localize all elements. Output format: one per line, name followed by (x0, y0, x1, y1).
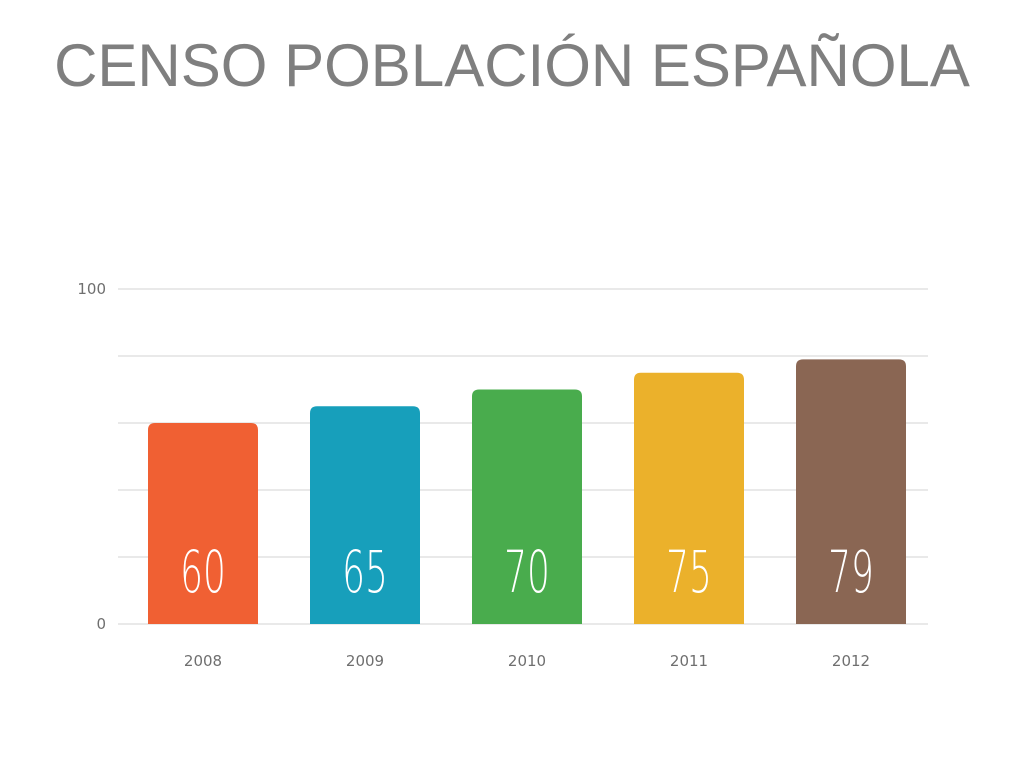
bar-2009 (310, 406, 420, 624)
x-tick-label: 2012 (832, 652, 870, 670)
bars (148, 359, 906, 624)
bar-value-label: 65 (342, 539, 388, 606)
y-tick-label: 100 (77, 280, 106, 298)
bar-value-label: 70 (504, 539, 550, 606)
x-tick-label: 2010 (508, 652, 546, 670)
bar-value-labels: 60 65 70 75 79 (180, 539, 874, 606)
bar-value-label: 75 (666, 539, 712, 606)
bar-value-label: 60 (180, 539, 226, 606)
y-tick-label: 0 (96, 615, 106, 633)
x-axis-tick-labels: 2008 2009 2010 2011 2012 (184, 652, 870, 670)
bar-value-label: 79 (828, 539, 874, 606)
bar-2012 (796, 359, 906, 624)
x-tick-label: 2009 (346, 652, 384, 670)
bar-2008 (148, 423, 258, 624)
bar-2010 (472, 389, 582, 624)
x-tick-label: 2008 (184, 652, 222, 670)
chart-title: CENSO POBLACIÓN ESPAÑOLA (54, 32, 970, 99)
y-axis-tick-labels: 0 100 (77, 280, 106, 633)
bar-2011 (634, 372, 744, 624)
x-tick-label: 2011 (670, 652, 708, 670)
